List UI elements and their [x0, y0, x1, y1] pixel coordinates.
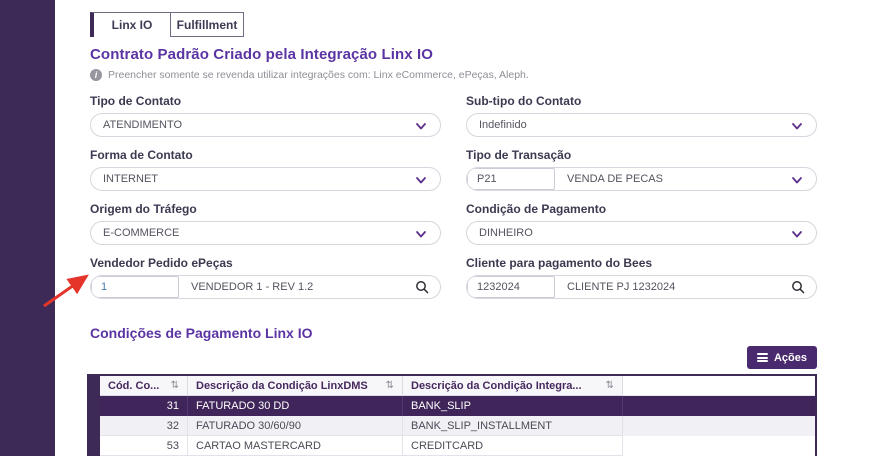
field-condicao-pagamento: Condição de Pagamento DINHEIRO [466, 202, 817, 245]
field-label: Cliente para pagamento do Bees [466, 256, 653, 270]
cell-code: 32 [100, 416, 188, 436]
info-icon: i [90, 69, 102, 81]
tab-linx-io[interactable]: Linx IO [90, 12, 171, 37]
tipo-transacao-code-input[interactable] [467, 168, 555, 190]
field-label: Sub-tipo do Contato [466, 94, 582, 108]
field-cliente-bees: Cliente para pagamento do Bees CLIENTE P… [466, 256, 817, 299]
table-row[interactable]: 32 FATURADO 30/60/90 BANK_SLIP_INSTALLME… [100, 416, 815, 436]
vendedor-epecas-code-input[interactable] [91, 276, 179, 298]
sort-icon[interactable]: ⇅ [385, 380, 394, 391]
lookup-value: VENDEDOR 1 - REV 1.2 [191, 281, 314, 293]
field-label: Vendedor Pedido ePeças [90, 256, 233, 270]
cell-code: 53 [100, 436, 188, 456]
search-icon[interactable] [415, 280, 429, 294]
cell-empty [623, 416, 815, 436]
tab-bar: Linx IO Fulfillment [90, 12, 817, 37]
column-header-label: Cód. Co... [108, 379, 160, 392]
subtipo-contato-select[interactable]: Indefinido [466, 113, 817, 137]
left-sidebar [0, 0, 55, 456]
select-value: DINHEIRO [479, 227, 533, 239]
cell-integration: BANK_SLIP_INSTALLMENT [403, 416, 623, 436]
payment-section-title: Condições de Pagamento Linx IO [90, 325, 313, 341]
actions-button-label: Ações [773, 351, 807, 364]
contract-form: Tipo de Contato ATENDIMENTO Sub-tipo do … [90, 94, 817, 299]
info-row: i Preencher somente se revenda utilizar … [90, 69, 817, 81]
cell-dms: CARTAO MASTERCARD [188, 436, 403, 456]
form-row-4: Vendedor Pedido ePeças VENDEDOR 1 - REV … [90, 256, 817, 299]
cliente-bees-code-input[interactable] [467, 276, 555, 298]
tipo-contato-select[interactable]: ATENDIMENTO [90, 113, 441, 137]
chevron-down-icon [791, 227, 803, 239]
column-header-label: Descrição da Condição Integra... [411, 379, 582, 392]
field-origem-trafego: Origem do Tráfego E-COMMERCE [90, 202, 441, 245]
field-label: Condição de Pagamento [466, 202, 607, 216]
chevron-down-icon [791, 173, 803, 185]
field-subtipo-contato: Sub-tipo do Contato Indefinido [466, 94, 817, 137]
field-label: Tipo de Transação [466, 148, 572, 162]
select-value: ATENDIMENTO [103, 119, 183, 131]
forma-contato-select[interactable]: INTERNET [90, 167, 441, 191]
column-header-label: Descrição da Condição LinxDMS [196, 379, 368, 392]
field-label: Forma de Contato [90, 148, 193, 162]
select-value: VENDA DE PECAS [567, 173, 663, 185]
payment-conditions-table: Cód. Co... ⇅ Descrição da Condição LinxD… [87, 374, 817, 456]
form-row-3: Origem do Tráfego E-COMMERCE Condição de… [90, 202, 817, 245]
tipo-transacao-combo[interactable]: VENDA DE PECAS [466, 167, 817, 191]
column-header-dms[interactable]: Descrição da Condição LinxDMS ⇅ [188, 376, 403, 396]
actions-bar: Ações [90, 346, 817, 369]
lookup-value: CLIENTE PJ 1232024 [567, 281, 676, 293]
field-vendedor-epecas: Vendedor Pedido ePeças VENDEDOR 1 - REV … [90, 256, 441, 299]
chevron-down-icon [415, 173, 427, 185]
condicao-pagamento-select[interactable]: DINHEIRO [466, 221, 817, 245]
field-forma-contato: Forma de Contato INTERNET [90, 148, 441, 191]
tab-linx-io-label: Linx IO [111, 18, 153, 32]
chevron-down-icon [415, 119, 427, 131]
search-icon[interactable] [791, 280, 805, 294]
tab-fulfillment[interactable]: Fulfillment [171, 12, 244, 37]
page-title: Contrato Padrão Criado pela Integração L… [90, 46, 433, 63]
cell-code: 31 [100, 396, 188, 416]
field-label: Origem do Tráfego [90, 202, 197, 216]
form-row-2: Forma de Contato INTERNET Tipo de Transa… [90, 148, 817, 191]
cell-dms: FATURADO 30 DD [188, 396, 403, 416]
field-tipo-transacao: Tipo de Transação VENDA DE PECAS [466, 148, 817, 191]
chevron-down-icon [791, 119, 803, 131]
sort-icon[interactable]: ⇅ [170, 380, 179, 391]
table-row[interactable]: 31 FATURADO 30 DD BANK_SLIP [100, 396, 815, 416]
field-label: Tipo de Contato [90, 94, 182, 108]
vendedor-epecas-lookup[interactable]: VENDEDOR 1 - REV 1.2 [90, 275, 441, 299]
field-tipo-contato: Tipo de Contato ATENDIMENTO [90, 94, 441, 137]
table-main: Cód. Co... ⇅ Descrição da Condição LinxD… [100, 374, 817, 456]
info-text: Preencher somente se revenda utilizar in… [108, 69, 529, 81]
origem-trafego-select[interactable]: E-COMMERCE [90, 221, 441, 245]
column-header-code[interactable]: Cód. Co... ⇅ [100, 376, 188, 396]
cell-dms: FATURADO 30/60/90 [188, 416, 403, 436]
sort-icon[interactable]: ⇅ [605, 380, 614, 391]
column-header-integration[interactable]: Descrição da Condição Integra... ⇅ [403, 376, 623, 396]
cell-integration: BANK_SLIP [403, 396, 623, 416]
main-content: Linx IO Fulfillment Contrato Padrão Cria… [87, 0, 817, 456]
cell-empty [623, 396, 815, 416]
table-header-row: Cód. Co... ⇅ Descrição da Condição LinxD… [100, 376, 815, 396]
table-row[interactable]: 53 CARTAO MASTERCARD CREDITCARD [100, 436, 815, 456]
cell-integration: CREDITCARD [403, 436, 623, 456]
menu-icon [756, 353, 768, 362]
table-left-strip [87, 374, 100, 456]
chevron-down-icon [415, 227, 427, 239]
column-header-empty [623, 376, 815, 396]
select-value: E-COMMERCE [103, 227, 180, 239]
select-value: INTERNET [103, 173, 158, 185]
tab-fulfillment-label: Fulfillment [176, 17, 238, 32]
form-row-1: Tipo de Contato ATENDIMENTO Sub-tipo do … [90, 94, 817, 137]
cliente-bees-lookup[interactable]: CLIENTE PJ 1232024 [466, 275, 817, 299]
cell-empty [623, 436, 815, 456]
select-value: Indefinido [479, 119, 527, 131]
actions-button[interactable]: Ações [746, 346, 817, 369]
